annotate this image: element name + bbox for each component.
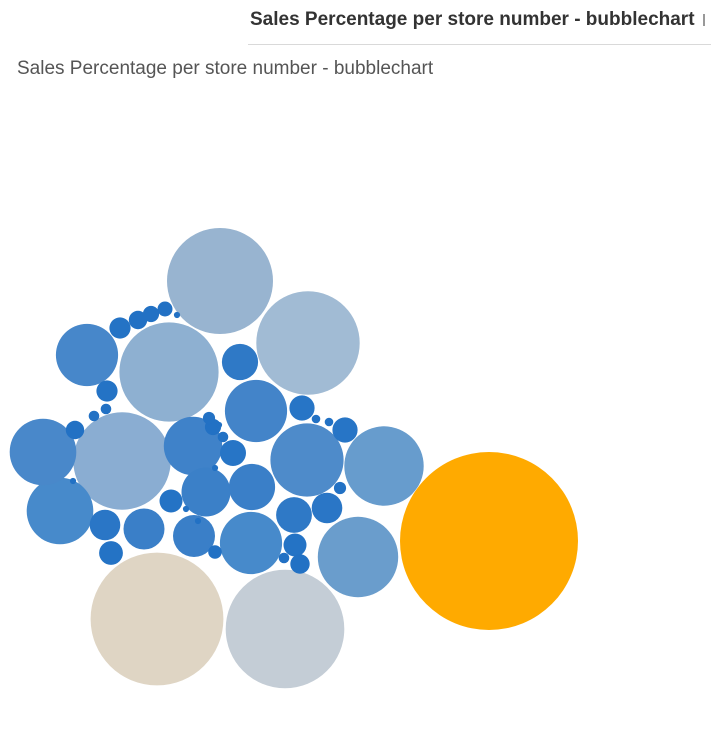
bubble-22[interactable] bbox=[276, 497, 312, 533]
bubble-17[interactable] bbox=[181, 467, 231, 517]
sheet-tab-title: Sales Percentage per store number - bubb… bbox=[250, 9, 695, 30]
bubble-50[interactable] bbox=[211, 464, 219, 472]
bubble-40[interactable] bbox=[333, 481, 347, 495]
bubble-28[interactable] bbox=[99, 541, 123, 565]
bubble-42[interactable] bbox=[278, 552, 290, 564]
bubble-33[interactable] bbox=[290, 554, 310, 574]
bubble-3[interactable] bbox=[225, 569, 345, 689]
bubble-47[interactable] bbox=[324, 417, 334, 427]
bubble-27[interactable] bbox=[332, 417, 358, 443]
bubble-2[interactable] bbox=[90, 552, 224, 686]
bubble-6[interactable] bbox=[119, 322, 219, 422]
bubble-23[interactable] bbox=[89, 509, 121, 541]
bubble-7[interactable] bbox=[73, 412, 171, 510]
bubble-32[interactable] bbox=[96, 380, 118, 402]
bubble-43[interactable] bbox=[217, 431, 229, 443]
bubble-layer bbox=[9, 228, 578, 689]
bubble-15[interactable] bbox=[55, 323, 119, 387]
bubble-52[interactable] bbox=[173, 311, 181, 319]
bubble-24[interactable] bbox=[311, 492, 343, 524]
bubble-11[interactable] bbox=[26, 477, 94, 545]
bubble-31[interactable] bbox=[109, 317, 131, 339]
bubble-20[interactable] bbox=[123, 508, 165, 550]
bubble-45[interactable] bbox=[100, 403, 112, 415]
bubble-30[interactable] bbox=[159, 489, 183, 513]
bubble-51[interactable] bbox=[215, 421, 223, 429]
bubble-48[interactable] bbox=[194, 517, 202, 525]
bubble-1[interactable] bbox=[400, 452, 578, 630]
bubble-36[interactable] bbox=[142, 305, 160, 323]
bubble-34[interactable] bbox=[65, 420, 85, 440]
bubble-21[interactable] bbox=[221, 343, 259, 381]
bubble-39[interactable] bbox=[208, 545, 222, 559]
bubble-8[interactable] bbox=[317, 516, 399, 598]
bubble-14[interactable] bbox=[224, 379, 288, 443]
bubble-25[interactable] bbox=[220, 440, 246, 466]
bubble-18[interactable] bbox=[228, 463, 276, 511]
bubble-29[interactable] bbox=[283, 533, 307, 557]
bubble-12[interactable] bbox=[9, 418, 77, 486]
bubble-49[interactable] bbox=[182, 505, 190, 513]
bubble-46[interactable] bbox=[311, 414, 321, 424]
bubble-44[interactable] bbox=[88, 410, 100, 422]
bubble-41[interactable] bbox=[202, 411, 216, 425]
chart-title: Sales Percentage per store number - bubb… bbox=[17, 58, 434, 79]
bubble-9[interactable] bbox=[344, 426, 424, 506]
bubble-53[interactable] bbox=[69, 477, 77, 485]
bubble-5[interactable] bbox=[256, 291, 360, 395]
bubble-35[interactable] bbox=[128, 310, 148, 330]
bubble-26[interactable] bbox=[289, 395, 315, 421]
bubble-13[interactable] bbox=[219, 511, 283, 575]
sheet-tab-header[interactable]: Sales Percentage per store number - bubb… bbox=[248, 0, 711, 45]
bubble-4[interactable] bbox=[167, 228, 273, 334]
bubble-38[interactable] bbox=[157, 301, 173, 317]
bubble-19[interactable] bbox=[173, 515, 215, 557]
info-icon[interactable] bbox=[703, 14, 705, 26]
bubble-10[interactable] bbox=[270, 423, 344, 497]
